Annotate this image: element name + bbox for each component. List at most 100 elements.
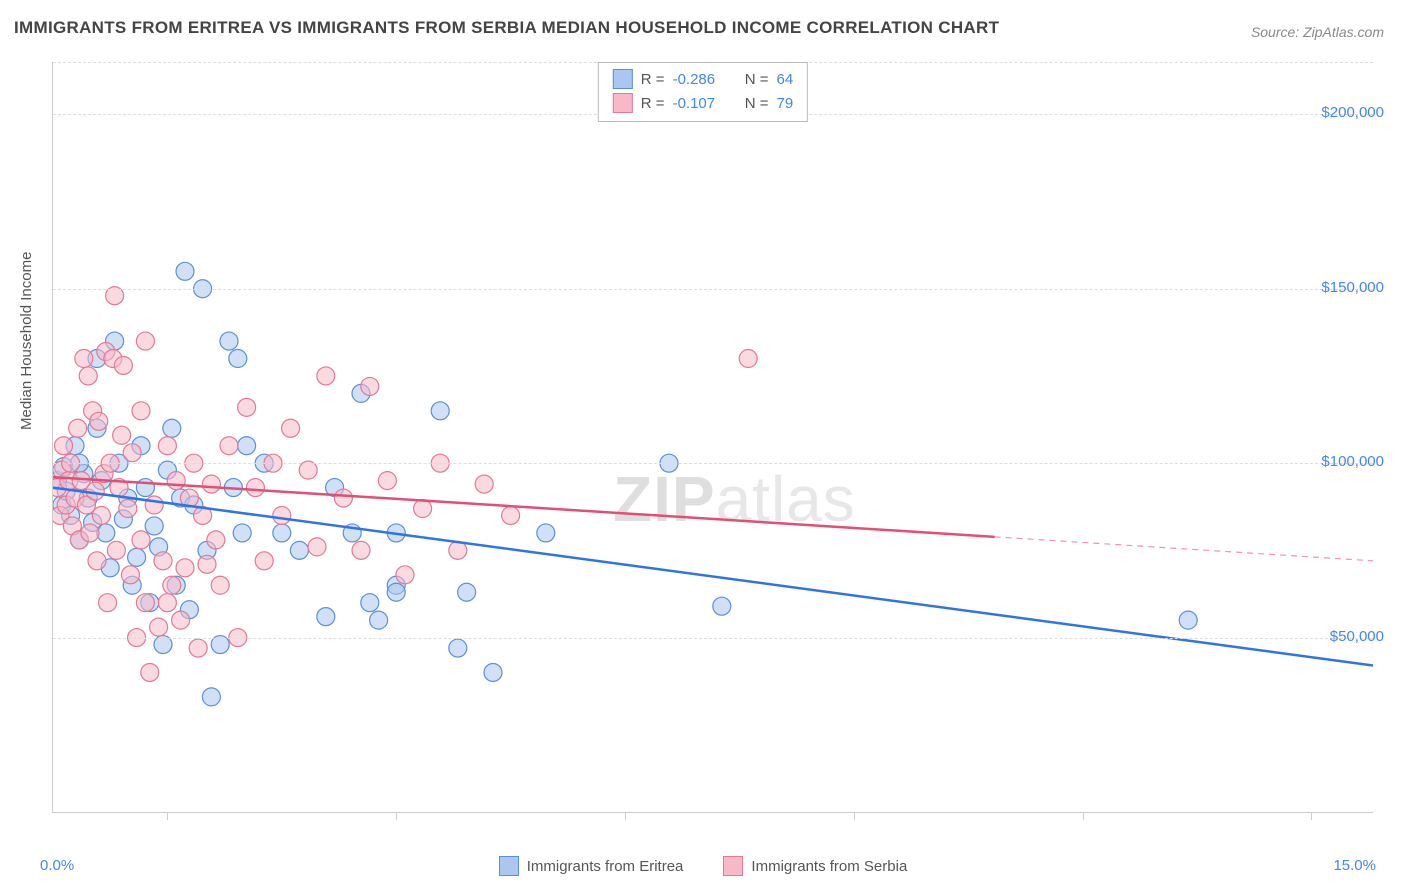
x-tick bbox=[1083, 812, 1084, 820]
scatter-point bbox=[352, 541, 370, 559]
stats-value-n: 79 bbox=[777, 95, 794, 112]
source-credit: Source: ZipAtlas.com bbox=[1251, 24, 1384, 40]
scatter-point bbox=[145, 517, 163, 535]
scatter-point bbox=[387, 583, 405, 601]
scatter-point bbox=[163, 419, 181, 437]
scatter-point bbox=[370, 611, 388, 629]
gridline bbox=[53, 463, 1373, 464]
scatter-point bbox=[334, 489, 352, 507]
scatter-point bbox=[238, 437, 256, 455]
y-tick-label: $50,000 bbox=[1330, 628, 1384, 645]
scatter-point bbox=[88, 552, 106, 570]
scatter-point bbox=[69, 419, 87, 437]
scatter-point bbox=[172, 611, 190, 629]
scatter-point bbox=[290, 541, 308, 559]
scatter-point bbox=[211, 576, 229, 594]
scatter-point bbox=[75, 350, 93, 368]
scatter-point bbox=[141, 663, 159, 681]
scatter-point bbox=[282, 419, 300, 437]
x-tick bbox=[854, 812, 855, 820]
scatter-point bbox=[154, 552, 172, 570]
scatter-point bbox=[176, 559, 194, 577]
legend-swatch bbox=[499, 856, 519, 876]
scatter-point bbox=[484, 663, 502, 681]
scatter-point bbox=[308, 538, 326, 556]
scatter-point bbox=[537, 524, 555, 542]
scatter-point bbox=[1179, 611, 1197, 629]
y-tick-label: $200,000 bbox=[1321, 104, 1384, 121]
scatter-point bbox=[220, 332, 238, 350]
scatter-point bbox=[713, 597, 731, 615]
scatter-point bbox=[128, 548, 146, 566]
scatter-point bbox=[202, 688, 220, 706]
x-tick bbox=[396, 812, 397, 820]
series-legend-item: Immigrants from Serbia bbox=[723, 856, 907, 876]
legend-swatch bbox=[613, 93, 633, 113]
scatter-point bbox=[361, 377, 379, 395]
scatter-point bbox=[145, 496, 163, 514]
scatter-point bbox=[255, 552, 273, 570]
scatter-point bbox=[114, 356, 132, 374]
stats-label-r: R = bbox=[641, 71, 665, 88]
scatter-point bbox=[458, 583, 476, 601]
gridline bbox=[53, 289, 1373, 290]
scatter-point bbox=[220, 437, 238, 455]
scatter-point bbox=[99, 594, 117, 612]
scatter-point bbox=[396, 566, 414, 584]
scatter-point bbox=[158, 594, 176, 612]
scatter-point bbox=[86, 482, 104, 500]
legend-swatch bbox=[723, 856, 743, 876]
stats-legend-row: R =-0.286 N =64 bbox=[613, 67, 793, 91]
scatter-point bbox=[132, 531, 150, 549]
scatter-point bbox=[55, 437, 73, 455]
scatter-point bbox=[198, 555, 216, 573]
x-tick bbox=[625, 812, 626, 820]
y-tick-label: $100,000 bbox=[1321, 453, 1384, 470]
series-legend-label: Immigrants from Serbia bbox=[751, 858, 907, 875]
scatter-point bbox=[502, 506, 520, 524]
scatter-point bbox=[107, 541, 125, 559]
scatter-point bbox=[475, 475, 493, 493]
stats-legend: R = -0.286 N = 64 R = -0.107 N = 79 bbox=[598, 62, 808, 122]
scatter-point bbox=[202, 475, 220, 493]
plot-area: ZIPatlas bbox=[52, 62, 1373, 813]
y-tick-label: $150,000 bbox=[1321, 279, 1384, 296]
chart-title: IMMIGRANTS FROM ERITREA VS IMMIGRANTS FR… bbox=[14, 18, 999, 38]
gridline bbox=[53, 638, 1373, 639]
stats-value-r: -0.286 bbox=[673, 71, 733, 88]
scatter-svg bbox=[53, 62, 1373, 812]
x-tick bbox=[1311, 812, 1312, 820]
scatter-point bbox=[121, 566, 139, 584]
scatter-point bbox=[414, 500, 432, 518]
series-legend: Immigrants from EritreaImmigrants from S… bbox=[0, 856, 1406, 876]
scatter-point bbox=[739, 350, 757, 368]
scatter-point bbox=[123, 444, 141, 462]
scatter-point bbox=[176, 262, 194, 280]
scatter-point bbox=[361, 594, 379, 612]
regression-line-extrapolated bbox=[995, 537, 1373, 561]
scatter-point bbox=[273, 506, 291, 524]
scatter-point bbox=[449, 639, 467, 657]
stats-value-r: -0.107 bbox=[673, 95, 733, 112]
scatter-point bbox=[229, 350, 247, 368]
y-axis-label: Median Household Income bbox=[18, 252, 35, 430]
stats-label-n: N = bbox=[741, 95, 769, 112]
stats-value-n: 64 bbox=[777, 71, 794, 88]
scatter-point bbox=[158, 437, 176, 455]
scatter-point bbox=[317, 367, 335, 385]
scatter-point bbox=[233, 524, 251, 542]
stats-legend-row: R = -0.107 N = 79 bbox=[613, 91, 793, 115]
scatter-point bbox=[136, 594, 154, 612]
scatter-point bbox=[119, 500, 137, 518]
scatter-point bbox=[150, 618, 168, 636]
scatter-point bbox=[189, 639, 207, 657]
x-tick bbox=[167, 812, 168, 820]
scatter-point bbox=[136, 479, 154, 497]
scatter-point bbox=[81, 524, 99, 542]
scatter-point bbox=[92, 506, 110, 524]
stats-label-r: R = bbox=[641, 95, 665, 112]
scatter-point bbox=[167, 472, 185, 490]
scatter-point bbox=[163, 576, 181, 594]
scatter-point bbox=[273, 524, 291, 542]
scatter-point bbox=[136, 332, 154, 350]
